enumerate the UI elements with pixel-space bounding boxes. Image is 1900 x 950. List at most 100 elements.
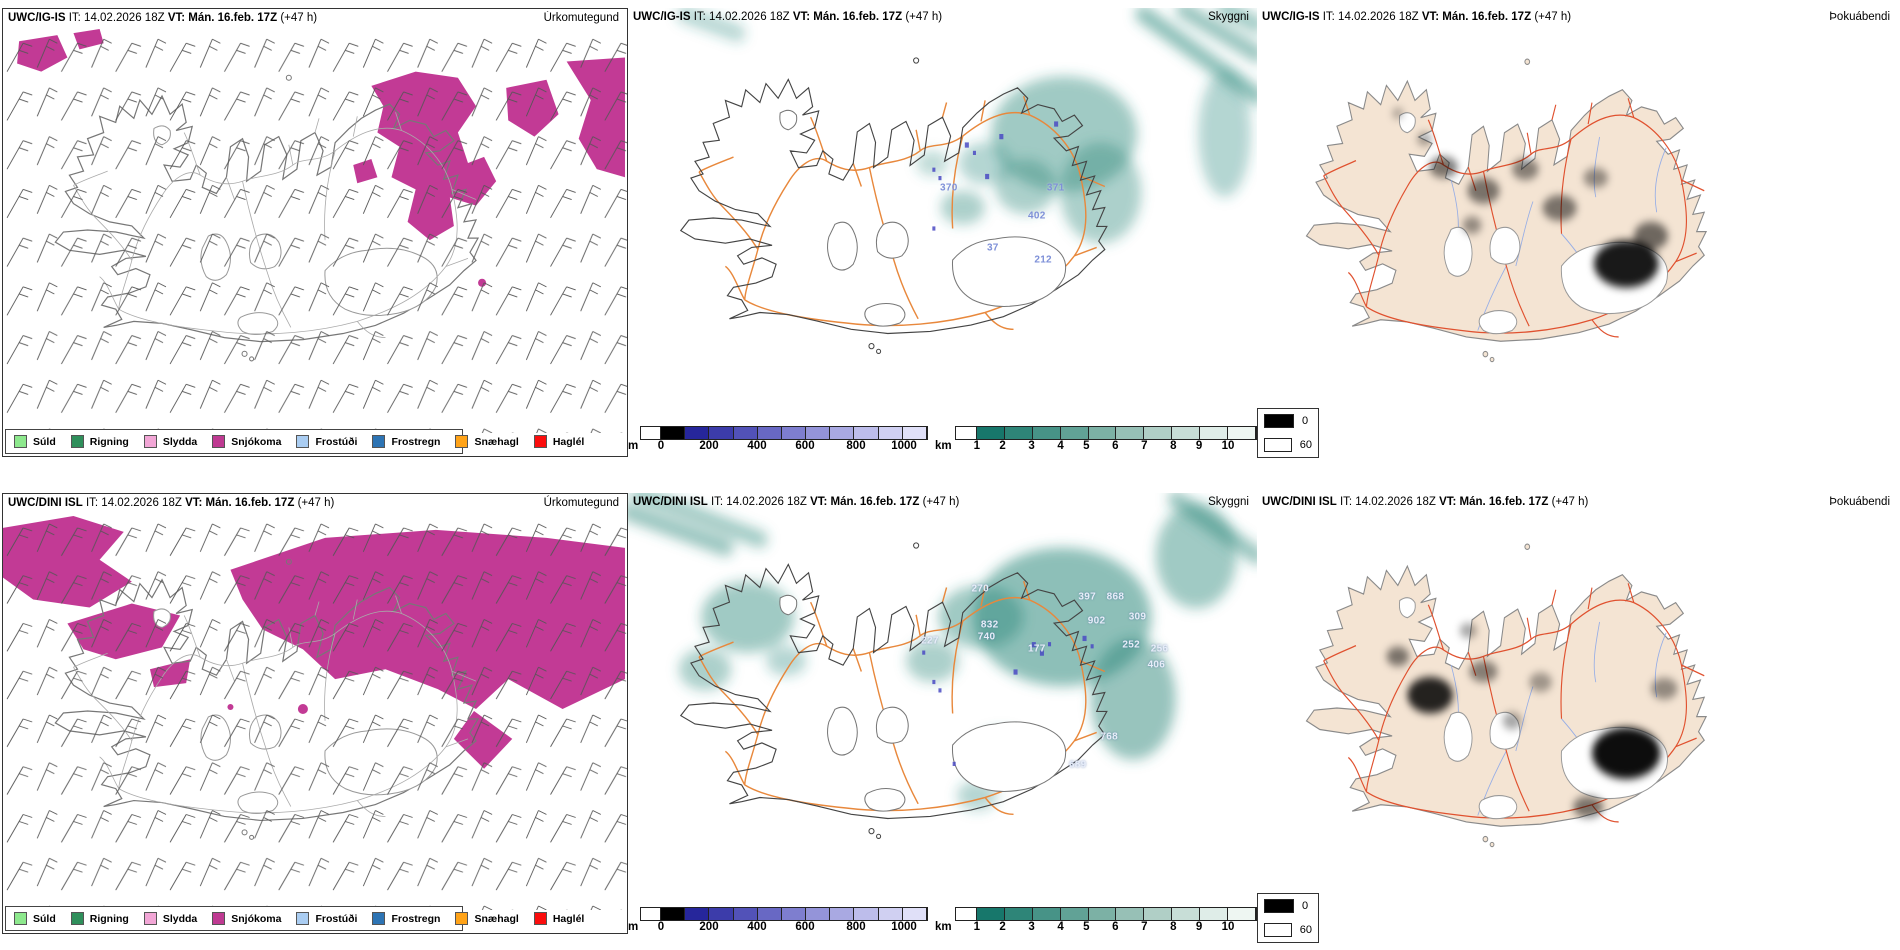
colorbar-cell [709,908,734,920]
colorbar-cell [685,427,710,439]
colorbar-tick: 7 [1141,440,1148,452]
visibility-value: 406 [1147,659,1166,671]
fog-legend-item: 0 [1264,898,1312,914]
legend-swatch [70,435,84,448]
colorbar-cell [1116,908,1145,920]
colorbar-cell [902,908,927,920]
fog-legend-item: 60 [1264,437,1312,453]
legend-item: Frostregn [372,912,440,925]
init-time-label: IT: [1339,496,1353,508]
legend-label: Frostúði [315,435,358,448]
colorbar-tick: 8 [1170,440,1177,452]
visibility-value: 689 [1068,759,1087,771]
fog-map [1305,58,1707,363]
visibility-value: 868 [1106,591,1125,603]
init-time-label: IT: [710,496,724,508]
panel-visibility-dini: UWC/DINI ISL IT: 14.02.2026 18Z VT: Mán.… [628,493,1257,940]
visibility-value: 212 [1034,254,1052,266]
colorbar-tick: 800 [846,440,866,452]
colorbar-cell [733,908,758,920]
visibility-value: 270 [971,583,990,595]
colorbar-unit: km [935,921,952,933]
legend-swatch [212,435,226,448]
valid-time: VT: Mán. 16.feb. 17Z [810,496,920,508]
colorbar-cell [1088,908,1117,920]
panel-header: UWC/IG-IS IT: 14.02.2026 18Z VT: Mán. 16… [633,11,942,23]
colorbar-km: km 1 2 3 4 5 6 7 8 9 10 [935,907,1257,937]
legend-item: Súld [14,435,56,448]
colorbar-cell [977,908,1005,920]
fog-legend-item: 60 [1264,922,1312,938]
colorbar-tick: 3 [1028,921,1035,933]
colorbar-cell [1228,427,1256,439]
colorbar-tick: 6 [1112,921,1119,933]
fog-legend-label: 0 [1302,415,1309,427]
fog-legend-label: 60 [1299,439,1312,451]
legend-item: Snjókoma [212,435,281,448]
colorbar-tick: 4 [1057,921,1064,933]
colorbar-unit: km [935,440,952,452]
colorbar-km: km 1 2 3 4 5 6 7 8 9 10 [935,426,1257,456]
legend-swatch [372,912,386,925]
colorbar-cell [1144,427,1173,439]
colorbar-cell [1004,427,1033,439]
init-time-value: 14.02.2026 18Z [101,497,182,509]
legend-swatch [296,435,310,448]
colorbar-cell [902,427,927,439]
colorbar-tick: 7 [1141,921,1148,933]
model-name: UWC/IG-IS [633,11,691,23]
colorbar-cell [830,908,855,920]
colorbar-tick: 9 [1195,921,1203,933]
legend-item: Haglél [533,912,584,925]
visibility-value: 370 [939,182,958,194]
colorbar-cell [1032,908,1061,920]
colorbar-tick: 0 [657,440,665,452]
panel-header: UWC/DINI ISL IT: 14.02.2026 18Z VT: Mán.… [633,496,959,508]
colorbar-tick: 0 [657,921,665,933]
legend-label: Rigning [89,912,129,925]
colorbar-cell [830,427,855,439]
legend-item: Slydda [143,912,197,925]
legend-swatch [143,435,157,448]
colorbar-tick: 400 [747,440,767,452]
legend-swatch [533,435,547,448]
colorbar-cell [806,427,831,439]
model-name: UWC/IG-IS [1262,11,1320,23]
colorbar-cell [1004,908,1033,920]
fog-legend: 0 60 [1257,408,1319,458]
colorbar-tick: 200 [699,440,719,452]
colorbar-cell [854,427,879,439]
init-time-label: IT: [85,497,99,509]
legend-swatch [296,912,310,925]
visibility-value: 397 [1078,591,1096,603]
panel-precip-dini: UWC/DINI ISL IT: 14.02.2026 18Z VT: Mán.… [2,493,628,934]
legend-label: Súld [33,435,56,448]
colorbar-cell [1116,427,1145,439]
legend-item: Rigning [70,435,129,448]
init-time-value: 14.02.2026 18Z [84,12,165,24]
visibility-value: 227 [921,635,939,647]
product-label: Úrkomutegund [543,12,619,24]
legend-swatch [212,912,226,925]
legend-label: Snjókoma [231,912,282,925]
panel-fog-dini: UWC/DINI ISL IT: 14.02.2026 18Z VT: Mán.… [1257,493,1898,943]
colorbar-unit: m [628,440,639,452]
colorbar-tick: 10 [1221,921,1235,933]
visibility-values-layer: 370 371 402 37 212 [628,28,1257,428]
colorbar-tick: 3 [1028,440,1035,452]
colorbar-cell [781,908,807,920]
colorbar-cell [1172,427,1201,439]
precip-map [3,27,627,433]
precip-legend: Súld Rigning Slydda Snjókoma Frostúði Frostre… [5,906,584,931]
colorbar-cell [1060,908,1089,920]
legend-swatch [372,435,386,448]
legend-item: Frostúði [296,912,357,925]
colorbar-meters: m 0 200 400 600 800 1000 [628,907,928,937]
init-time-label: IT: [68,12,81,24]
colorbar-cell [854,908,879,920]
legend-swatch [70,912,84,925]
init-time-value: 14.02.2026 18Z [709,11,790,23]
precip-legend: Súld Rigning Slydda Snjókoma Frostúði Frostre… [5,429,584,454]
legend-label: Slydda [162,435,198,448]
init-time-value: 14.02.2026 18Z [1355,496,1436,508]
